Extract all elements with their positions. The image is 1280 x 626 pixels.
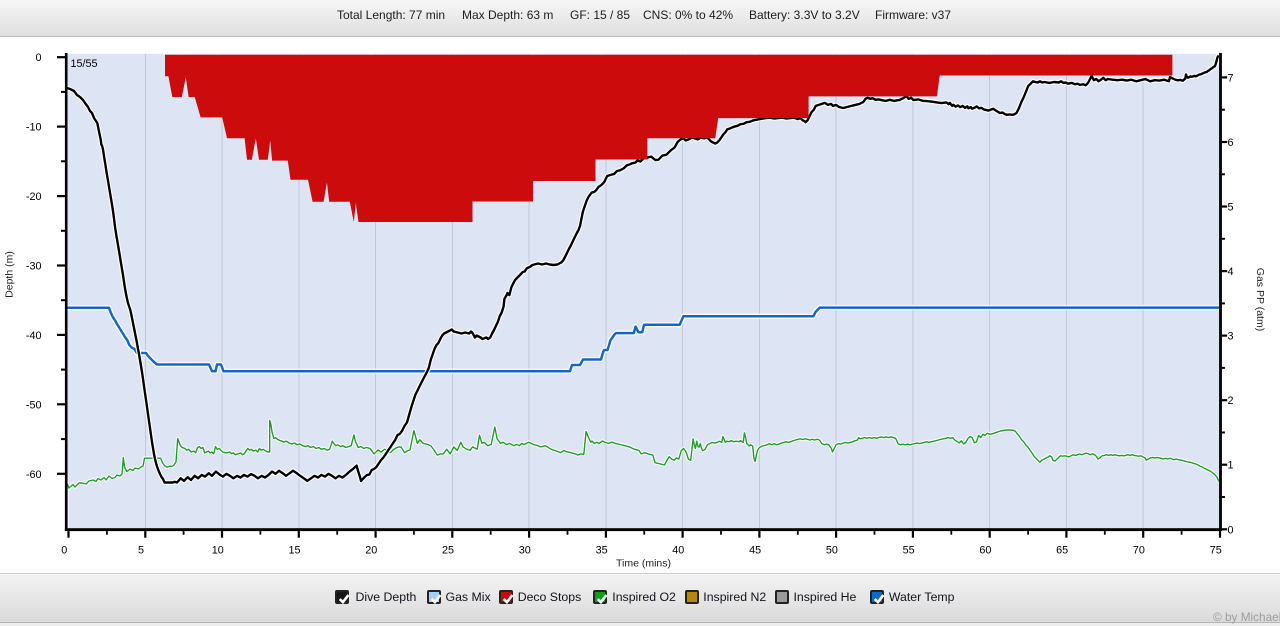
svg-text:30: 30 bbox=[519, 545, 531, 557]
svg-text:35: 35 bbox=[596, 545, 608, 557]
svg-text:50: 50 bbox=[826, 545, 838, 557]
svg-text:70: 70 bbox=[1133, 545, 1145, 557]
svg-text:3: 3 bbox=[1228, 331, 1234, 343]
svg-text:6: 6 bbox=[1228, 137, 1234, 149]
svg-text:15/55: 15/55 bbox=[71, 58, 98, 70]
svg-text:15: 15 bbox=[288, 545, 300, 557]
svg-text:45: 45 bbox=[749, 545, 761, 557]
svg-text:-60: -60 bbox=[26, 469, 42, 481]
svg-text:25: 25 bbox=[442, 545, 454, 557]
svg-text:5: 5 bbox=[138, 545, 144, 557]
svg-text:40: 40 bbox=[672, 545, 684, 557]
svg-text:20: 20 bbox=[365, 545, 377, 557]
svg-text:5: 5 bbox=[1228, 202, 1234, 214]
svg-text:1: 1 bbox=[1228, 460, 1234, 472]
svg-text:-40: -40 bbox=[26, 330, 42, 342]
svg-text:-10: -10 bbox=[26, 122, 42, 134]
svg-text:Gas PP (atm): Gas PP (atm) bbox=[1254, 268, 1266, 331]
svg-text:-30: -30 bbox=[26, 261, 42, 273]
svg-text:Time (mins): Time (mins) bbox=[616, 558, 671, 570]
svg-text:Depth (m): Depth (m) bbox=[4, 251, 16, 298]
svg-text:65: 65 bbox=[1056, 545, 1068, 557]
svg-text:7: 7 bbox=[1228, 72, 1234, 84]
svg-text:55: 55 bbox=[903, 545, 915, 557]
svg-text:-50: -50 bbox=[26, 399, 42, 411]
svg-text:2: 2 bbox=[1228, 395, 1234, 407]
svg-text:10: 10 bbox=[212, 545, 224, 557]
svg-text:0: 0 bbox=[35, 52, 41, 64]
svg-text:0: 0 bbox=[1228, 524, 1234, 536]
svg-text:4: 4 bbox=[1228, 266, 1234, 278]
svg-text:0: 0 bbox=[61, 545, 67, 557]
svg-text:-20: -20 bbox=[26, 191, 42, 203]
svg-text:60: 60 bbox=[979, 545, 991, 557]
svg-text:75: 75 bbox=[1210, 545, 1222, 557]
